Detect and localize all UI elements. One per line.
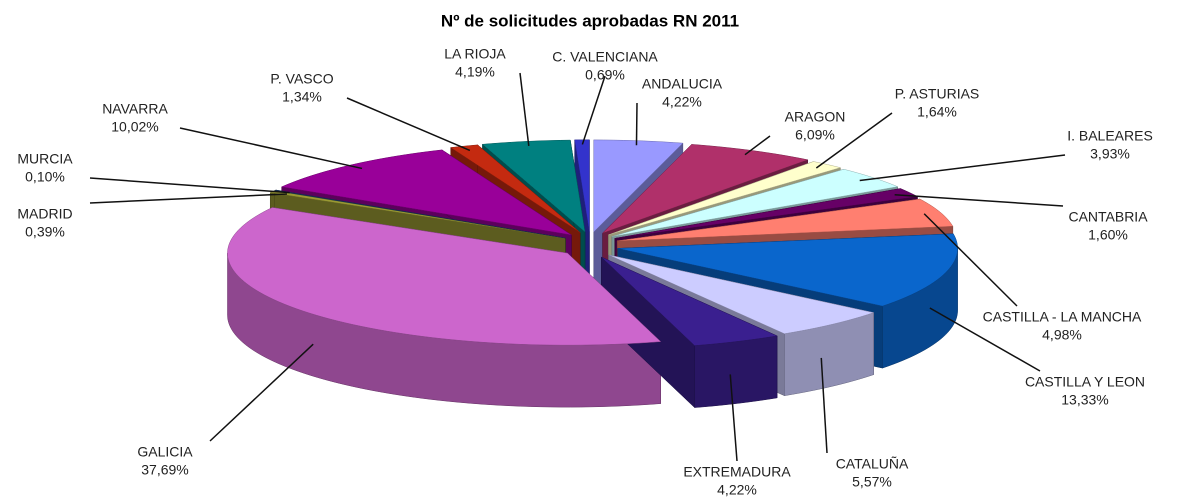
- slice: [273, 189, 566, 239]
- slice-value-label: 5,57%: [852, 474, 892, 490]
- leader-line: [179, 127, 363, 170]
- slice-label: MURCIA: [17, 151, 73, 167]
- slice-value-label: 4,19%: [455, 64, 495, 80]
- slice: [617, 198, 954, 242]
- slice: [449, 144, 581, 233]
- leader-line: [209, 343, 314, 442]
- leader-line: [89, 177, 290, 194]
- slice-label: CATALUÑA: [836, 456, 909, 472]
- slice: [280, 149, 572, 236]
- slice: [608, 254, 875, 334]
- slice-label: P. ASTURIAS: [895, 86, 980, 102]
- leader-line: [820, 357, 828, 454]
- chart-title: Nº de solicitudes aprobadas RN 2011: [441, 11, 739, 30]
- slice-value-label: 1,60%: [1088, 227, 1128, 243]
- slice-label: EXTREMADURA: [683, 464, 791, 480]
- slice-value-label: 1,34%: [282, 89, 322, 105]
- slice: [611, 169, 899, 237]
- slice: [481, 139, 586, 233]
- slice: [617, 233, 958, 307]
- slice-value-label: 0,69%: [585, 67, 625, 83]
- leader-line: [635, 102, 638, 146]
- slice-label: C. VALENCIANA: [552, 49, 658, 65]
- slice-label: CASTILLA - LA MANCHA: [983, 309, 1142, 325]
- leader-line: [815, 112, 893, 169]
- leader-line: [346, 97, 471, 152]
- slice-value-label: 37,69%: [141, 462, 188, 478]
- slice: [593, 139, 684, 233]
- slice-value-label: 0,39%: [25, 224, 65, 240]
- slice: [602, 144, 809, 234]
- slice-label: ARAGON: [785, 109, 846, 125]
- slice-value-label: 4,22%: [717, 482, 757, 498]
- slice: [601, 256, 778, 346]
- slice-label: CASTILLA Y LEON: [1025, 374, 1145, 390]
- slice-label: NAVARRA: [102, 101, 168, 117]
- slice: [227, 207, 662, 346]
- slice-label: GALICIA: [137, 444, 193, 460]
- leader-line: [729, 374, 738, 462]
- slice: [608, 161, 842, 236]
- leader-line: [581, 75, 606, 145]
- leader-line: [923, 213, 1018, 307]
- slice-label: MADRID: [17, 206, 72, 222]
- slice-value-label: 0,10%: [25, 169, 65, 185]
- leader-line: [744, 135, 771, 156]
- leader-line: [929, 307, 1041, 372]
- slice-value-label: 6,09%: [795, 127, 835, 143]
- leader-line: [89, 193, 288, 204]
- slice-side: [694, 335, 778, 408]
- slice-label: I. BALEARES: [1067, 128, 1153, 144]
- slice-label: ANDALUCIA: [642, 76, 723, 92]
- leader-line: [859, 154, 1066, 182]
- leader-line: [519, 72, 530, 147]
- slice-label: LA RIOJA: [444, 46, 506, 62]
- slice-value-label: 1,64%: [917, 104, 957, 120]
- slice-value-label: 4,98%: [1042, 327, 1082, 343]
- slice-label: P. VASCO: [270, 71, 333, 87]
- slice-label: CANTABRIA: [1068, 209, 1148, 225]
- slice-value-label: 10,02%: [111, 119, 158, 135]
- slice-value-label: 4,22%: [662, 94, 702, 110]
- slice-value-label: 3,93%: [1090, 146, 1130, 162]
- slice: [574, 139, 590, 232]
- slice-value-label: 13,33%: [1061, 392, 1108, 408]
- leader-line: [894, 194, 1064, 207]
